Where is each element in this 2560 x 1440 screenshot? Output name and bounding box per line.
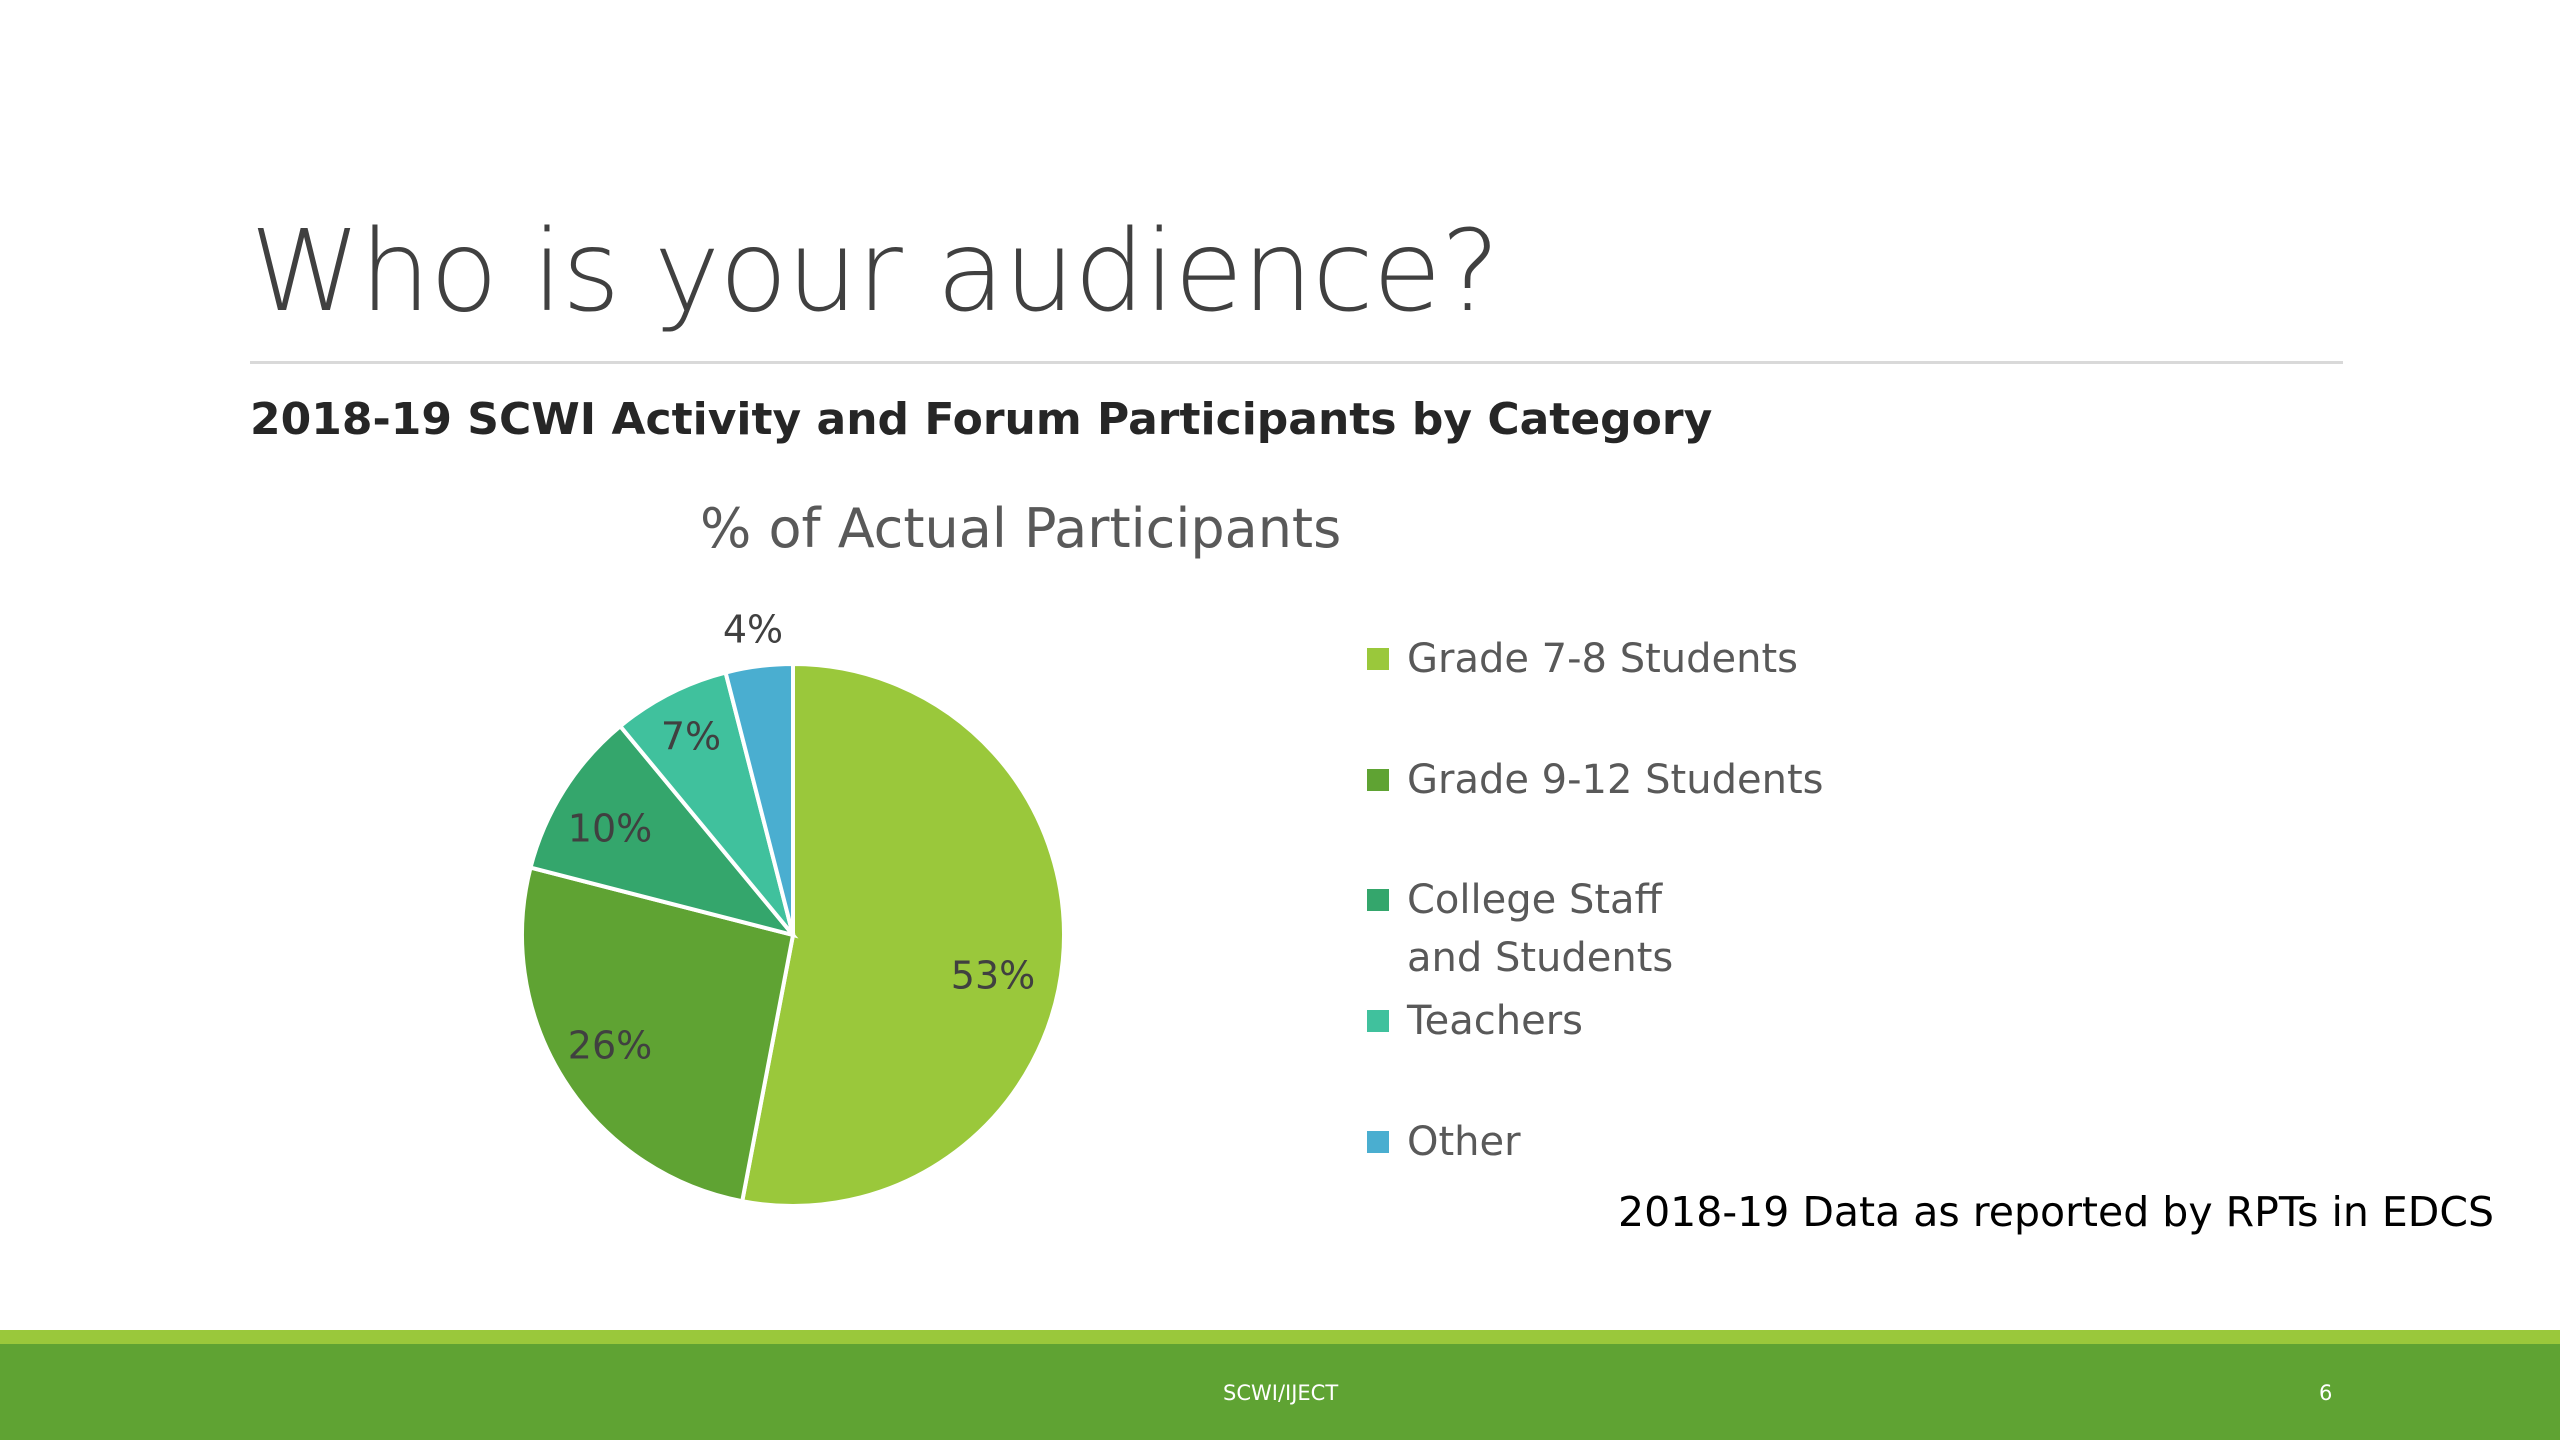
legend-item-other: Other (1367, 1113, 1867, 1171)
data-label-other: 4% (723, 608, 783, 652)
legend-label: College Staff and Students (1407, 877, 1674, 981)
pie-slice-other (723, 661, 795, 936)
title-divider (250, 361, 2343, 364)
footer-label: SCWI/IJECT (1223, 1381, 1339, 1405)
legend-item-grade-7-8-students: Grade 7-8 Students (1367, 630, 1867, 688)
legend-item-teachers: Teachers (1367, 992, 1867, 1050)
chart-subtitle: 2018-19 SCWI Activity and Forum Particip… (250, 394, 1713, 445)
pie-slice-grade-9-12-students (520, 865, 796, 1204)
page-number: 6 (2319, 1381, 2333, 1405)
pie-slice-teachers (617, 670, 795, 937)
pie-slice-grade-7-8-students (739, 661, 1066, 1208)
legend-item-grade-9-12-students: Grade 9-12 Students (1367, 751, 1867, 809)
source-note: 2018-19 Data as reported by RPTs in EDCS (1618, 1188, 2495, 1236)
footer-bar (0, 1344, 2560, 1440)
chart-title: % of Actual Participants (700, 497, 1342, 560)
legend-label: Teachers (1407, 998, 1583, 1044)
data-label-grade-9-12-students: 26% (568, 1024, 652, 1068)
legend-swatch (1367, 1131, 1389, 1153)
data-label-college-staff-and-students: 10% (568, 807, 652, 851)
pie-slice-college-staff-and-students (528, 723, 799, 939)
data-label-teachers: 7% (661, 715, 721, 759)
legend-label: Other (1407, 1119, 1521, 1165)
legend-label: Grade 7-8 Students (1407, 636, 1799, 682)
legend-label: Grade 9-12 Students (1407, 757, 1824, 803)
legend-item-college-staff-and-students: College Staff and Students (1367, 871, 1737, 987)
data-label-grade-7-8-students: 53% (951, 954, 1035, 998)
legend-swatch (1367, 889, 1389, 911)
footer-accent-stripe (0, 1330, 2560, 1344)
legend-swatch (1367, 648, 1389, 670)
legend-swatch (1367, 1010, 1389, 1032)
legend-swatch (1367, 769, 1389, 791)
slide-title: Who is your audience? (250, 207, 1500, 337)
